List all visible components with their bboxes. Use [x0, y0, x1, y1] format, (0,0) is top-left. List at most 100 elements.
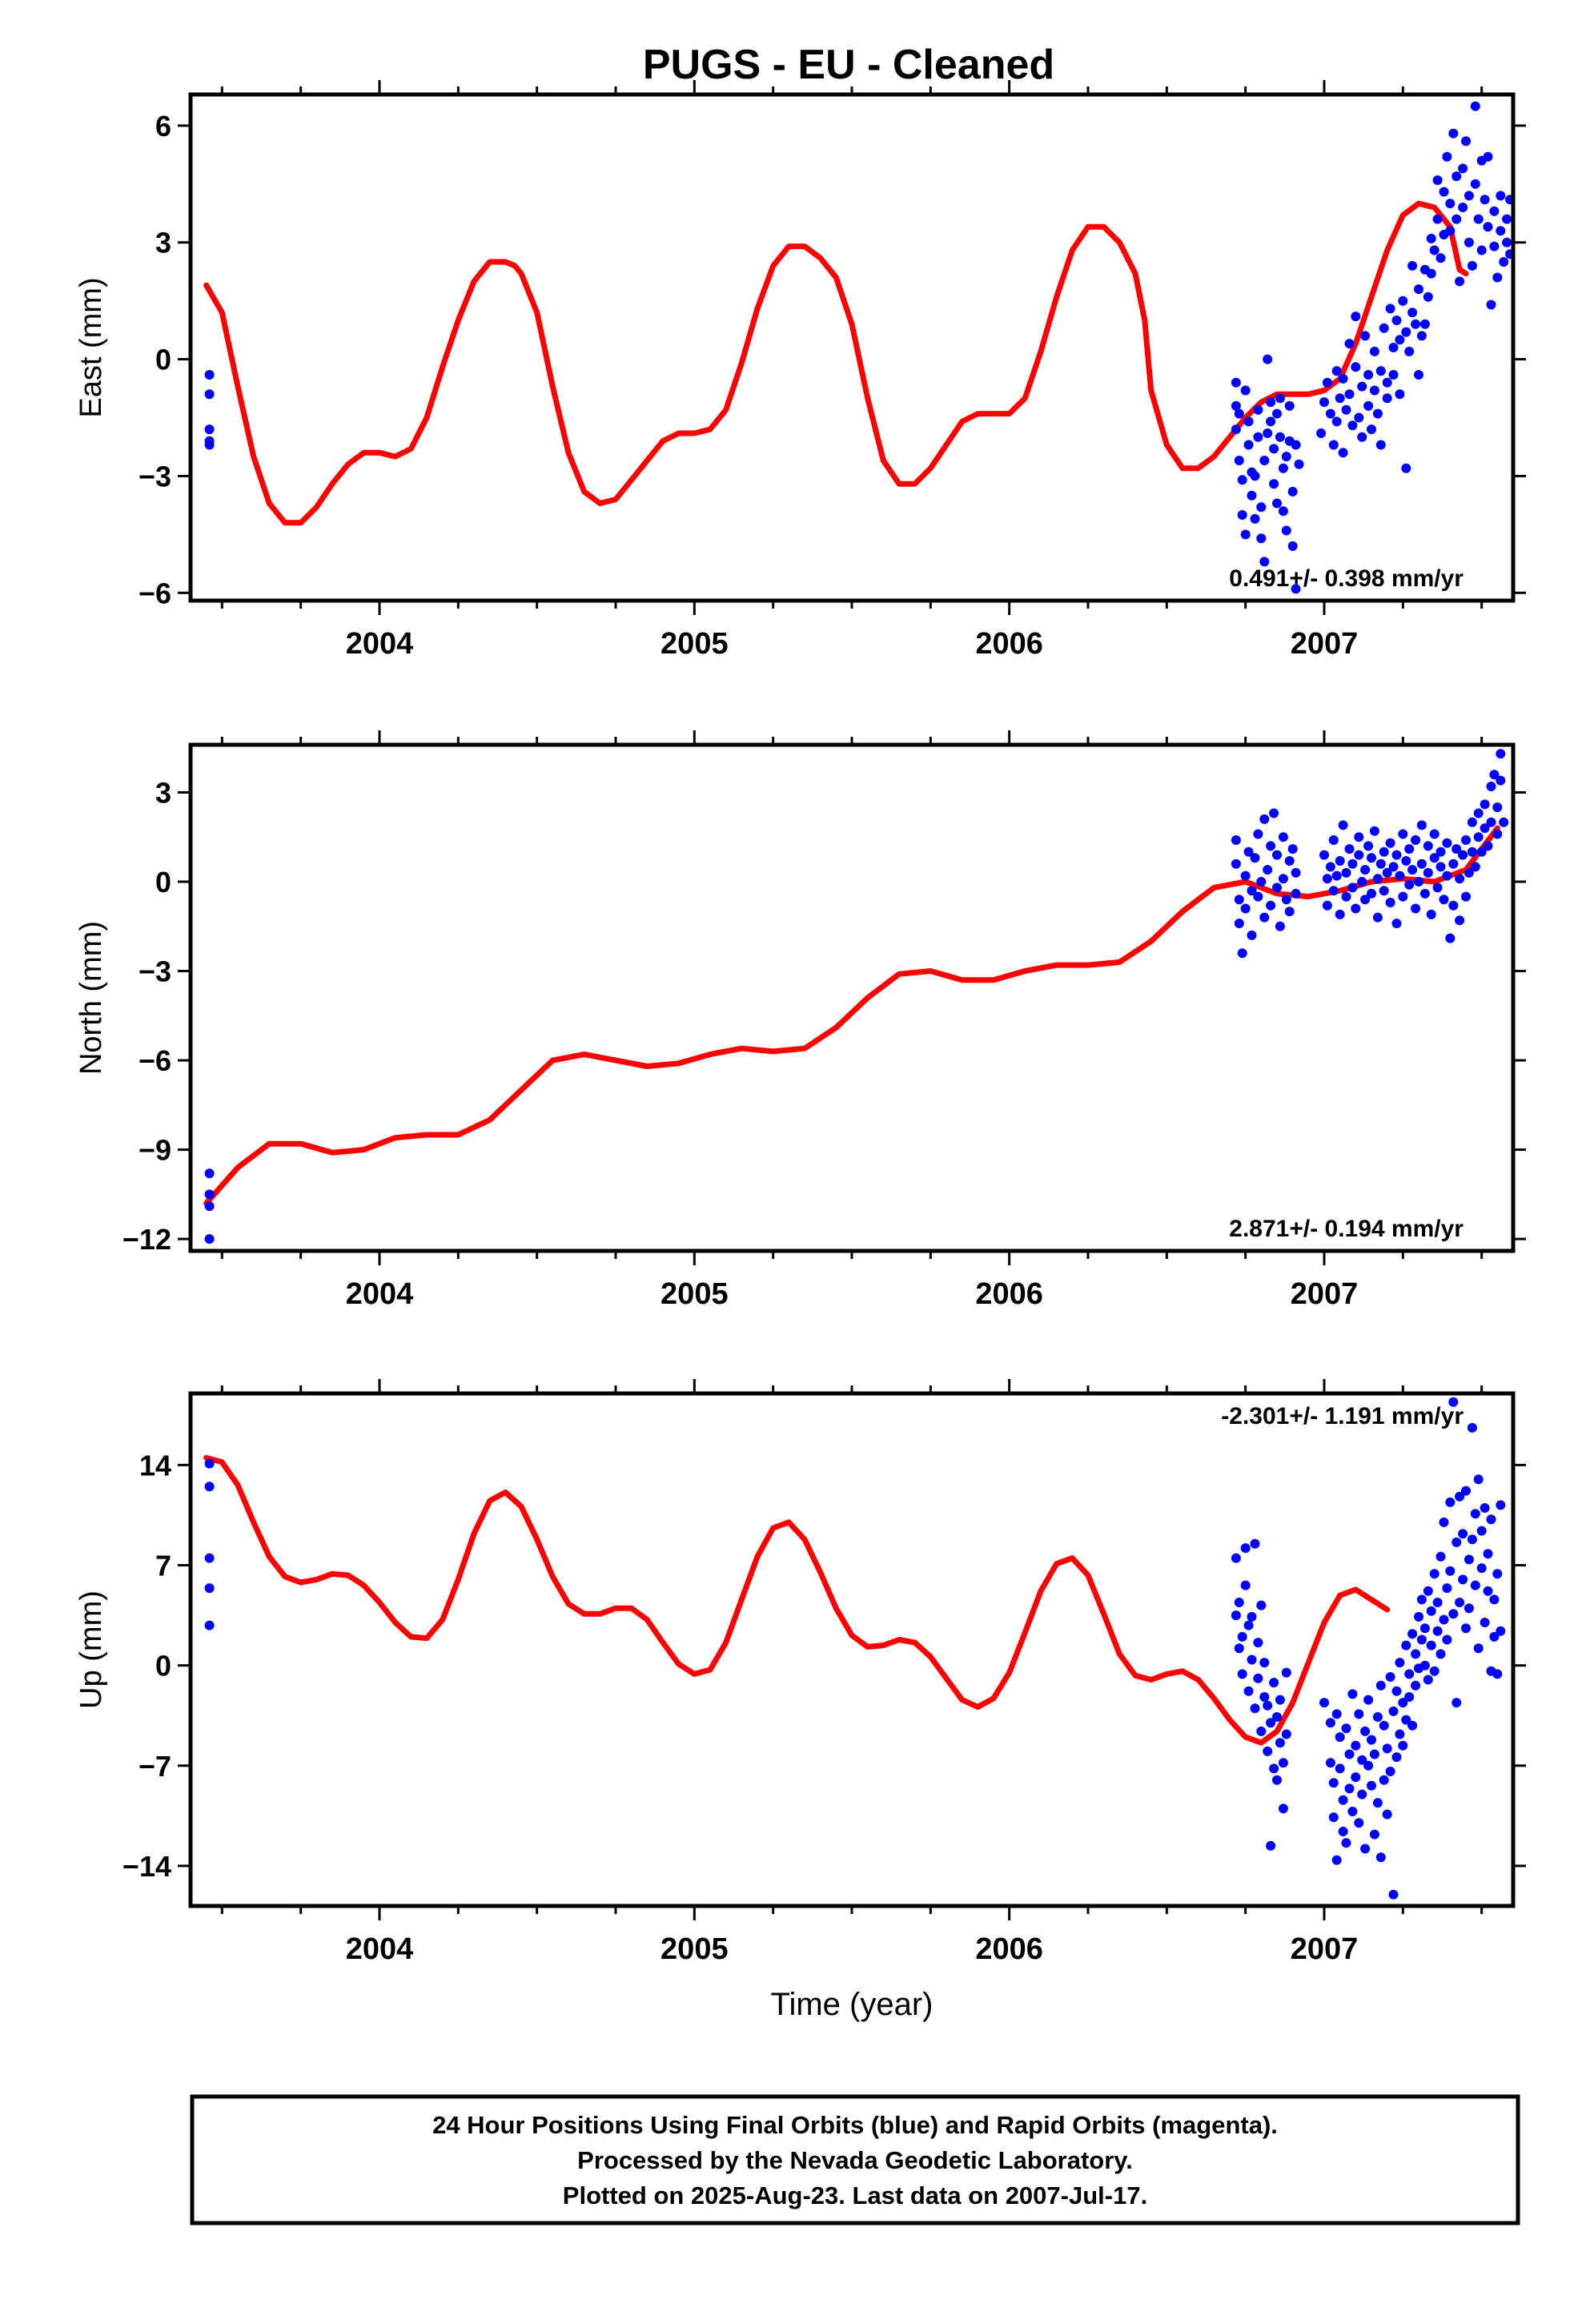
plot-frame-up	[188, 1391, 1516, 1908]
data-point-east	[1372, 408, 1383, 419]
data-point-north	[1401, 856, 1411, 866]
y-tick-label-north: 0	[155, 866, 171, 899]
data-point-north	[1266, 841, 1276, 851]
data-point-up	[1338, 1827, 1348, 1836]
data-point-up	[1404, 1692, 1415, 1702]
data-point-east	[1319, 397, 1329, 408]
x-tick-label-east: 2005	[661, 627, 729, 661]
data-point-north	[1470, 862, 1480, 872]
data-point-up	[1325, 1758, 1335, 1768]
data-point-east	[1269, 444, 1279, 454]
data-point-east	[1452, 171, 1462, 182]
data-point-up	[1335, 1763, 1345, 1774]
data-point-north	[1429, 829, 1439, 839]
data-point-east	[1291, 440, 1301, 450]
data-point-north	[1354, 832, 1364, 842]
data-point-north	[1423, 841, 1433, 851]
x-axis-label: Time (year)	[771, 1987, 934, 2022]
data-point-east	[1344, 339, 1355, 349]
data-point-up	[1278, 1803, 1288, 1814]
data-point-north	[1379, 846, 1389, 857]
data-point-east	[1411, 319, 1421, 329]
y-tick-label-up: −14	[122, 1850, 171, 1883]
data-point-north	[1256, 877, 1267, 887]
data-point-east	[1250, 513, 1260, 524]
data-point-up	[1344, 1783, 1355, 1794]
data-point-up	[1467, 1534, 1477, 1545]
data-point-east	[204, 389, 215, 400]
data-point-up	[1360, 1726, 1371, 1736]
data-point-north	[1322, 874, 1332, 884]
data-point-north	[1404, 879, 1415, 890]
y-tick-label-up: 0	[155, 1650, 171, 1683]
data-point-north	[1328, 835, 1339, 845]
data-point-east	[1247, 490, 1257, 501]
data-point-east	[1379, 323, 1389, 333]
data-point-north	[1448, 858, 1459, 869]
data-point-up	[1234, 1643, 1244, 1654]
data-point-east	[1351, 362, 1361, 372]
data-point-north	[1351, 903, 1361, 914]
data-point-north	[1411, 903, 1421, 914]
data-point-east	[1269, 479, 1279, 489]
data-point-east	[1486, 300, 1496, 310]
data-point-north	[1414, 877, 1423, 887]
data-point-up	[1429, 1569, 1439, 1579]
data-point-up	[204, 1482, 215, 1492]
data-point-up	[1423, 1586, 1433, 1596]
data-point-north	[1243, 846, 1254, 857]
data-point-east	[1294, 459, 1304, 469]
data-point-east	[1287, 541, 1298, 551]
y-axis-label-up: Up (mm)	[74, 1590, 108, 1709]
data-point-up	[1250, 1538, 1260, 1549]
data-point-north	[1372, 874, 1383, 884]
data-point-up	[1470, 1580, 1480, 1590]
data-point-east	[1429, 245, 1439, 255]
data-point-north	[1385, 898, 1395, 907]
points-layer-east	[204, 101, 1516, 594]
footer-line-3: Plotted on 2025-Aug-23. Last data on 200…	[563, 2181, 1147, 2209]
data-point-east	[1237, 475, 1247, 485]
data-point-up	[1354, 1818, 1364, 1828]
data-point-up	[1489, 1594, 1500, 1605]
data-point-north	[1375, 858, 1386, 869]
data-point-north	[1391, 919, 1402, 929]
data-point-east	[1331, 366, 1342, 376]
panel-east: −6 −3 0 3 6 2004 2005 2006 2007 East (mm) 0.491+…	[74, 80, 1526, 661]
data-point-east	[1263, 428, 1273, 438]
data-point-east	[1278, 506, 1288, 517]
data-point-up	[1411, 1649, 1421, 1659]
data-point-east	[1347, 420, 1358, 431]
data-point-north	[1379, 886, 1389, 896]
data-point-north	[1291, 888, 1301, 899]
data-point-north	[1455, 915, 1465, 926]
data-point-north	[204, 1201, 215, 1212]
data-point-north	[1372, 912, 1383, 923]
y-tick-label-east: 6	[155, 110, 171, 143]
data-point-east	[1287, 486, 1298, 497]
data-point-north	[1360, 895, 1371, 905]
data-point-north	[1426, 909, 1436, 919]
y-tick-label-up: 7	[155, 1550, 171, 1582]
data-point-up	[1432, 1626, 1443, 1636]
data-point-up	[1367, 1780, 1376, 1791]
data-point-up	[1476, 1563, 1487, 1574]
data-point-east	[204, 440, 215, 450]
data-point-east	[1483, 151, 1493, 162]
data-point-up	[1388, 1706, 1399, 1716]
data-point-east	[1331, 416, 1342, 427]
data-point-north	[1360, 865, 1371, 875]
y-tick-label-east: 0	[155, 344, 171, 376]
data-point-up	[1461, 1623, 1471, 1634]
panel-up: −14 −7 0 7 14 2004 2005 2006 2007 Up (mm) -2.301…	[74, 1379, 1526, 2022]
data-point-east	[1338, 448, 1348, 458]
data-point-north	[1429, 853, 1439, 863]
data-point-up	[1259, 1658, 1270, 1668]
data-point-up	[1391, 1752, 1402, 1763]
data-point-up	[1240, 1580, 1251, 1590]
data-point-north	[1344, 844, 1355, 854]
data-point-east	[1496, 191, 1506, 201]
data-point-north	[1461, 891, 1471, 902]
data-point-north	[1266, 900, 1276, 911]
data-point-north	[1237, 948, 1247, 959]
